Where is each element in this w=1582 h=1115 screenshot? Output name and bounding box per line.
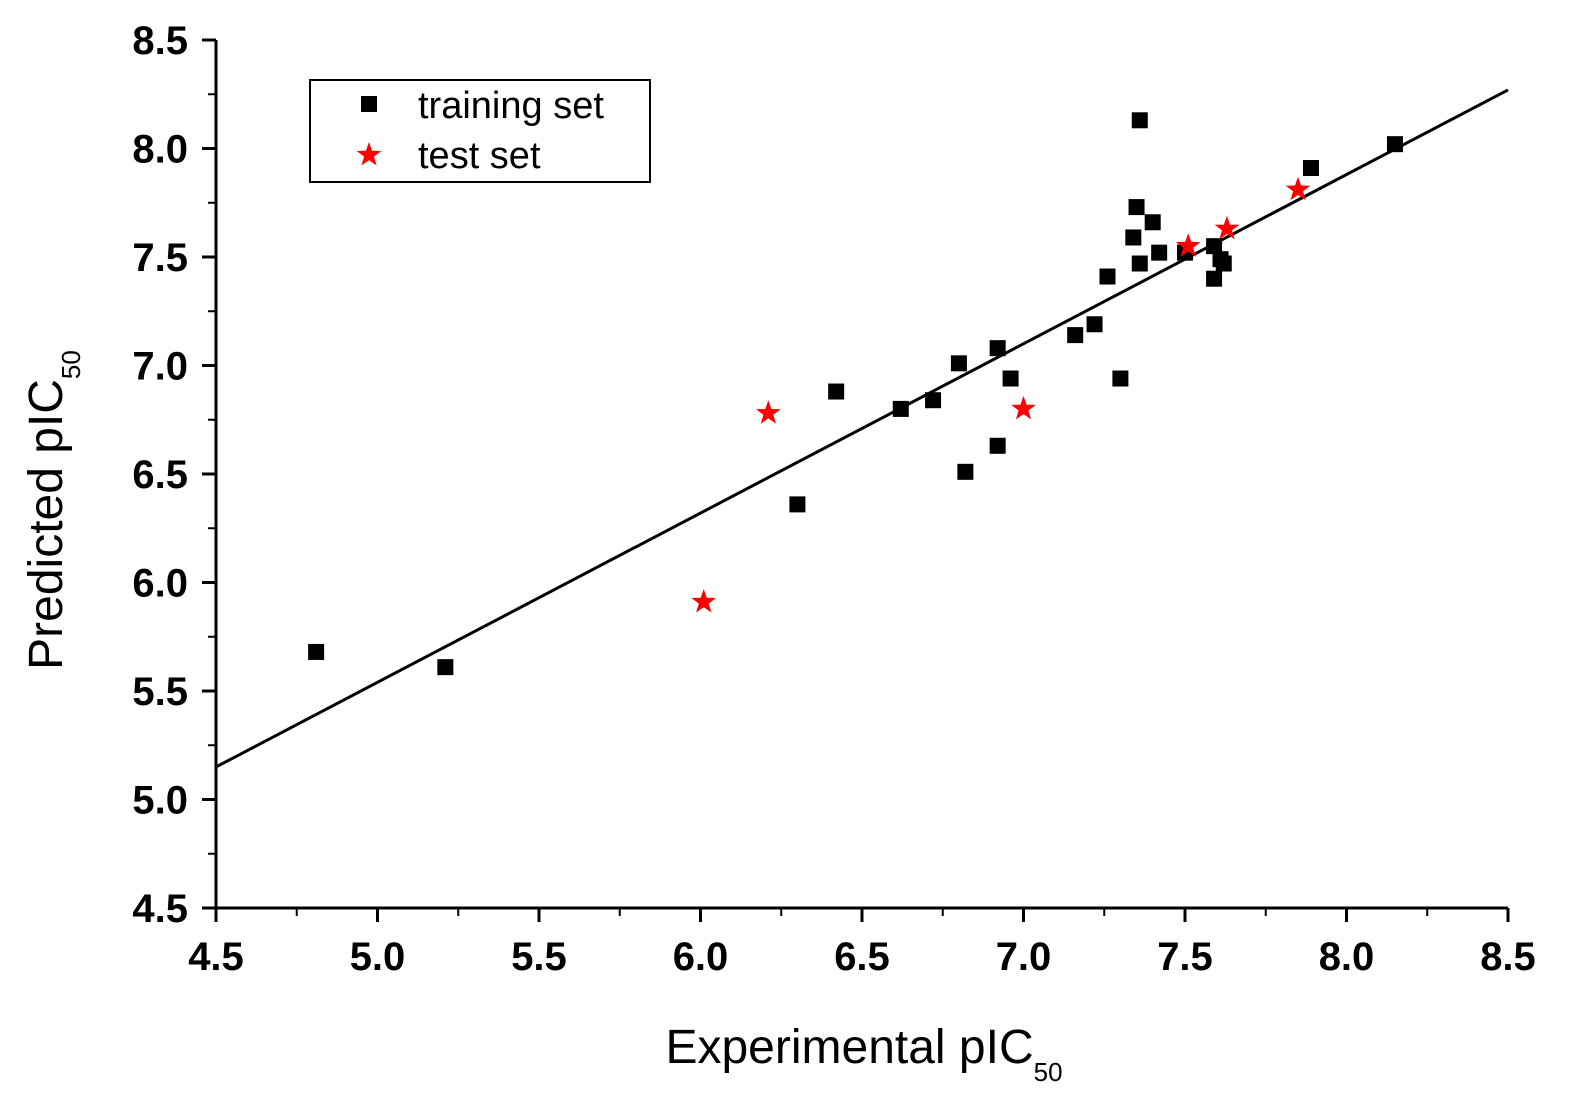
y-tick-label: 7.0 [132, 345, 188, 389]
y-tick-label: 8.0 [132, 128, 188, 172]
training-point [789, 496, 806, 513]
y-tick-label: 6.0 [132, 562, 188, 606]
test-point [1011, 395, 1036, 420]
x-axis-title: Experimental pIC50 [665, 1021, 1062, 1087]
training-point [1128, 199, 1145, 216]
y-tick-label: 6.5 [132, 453, 188, 497]
training-point [1144, 214, 1161, 231]
y-tick-label: 7.5 [132, 236, 188, 280]
training-point [828, 383, 845, 400]
x-tick-label: 6.5 [834, 935, 890, 979]
training-point [1112, 370, 1129, 387]
test-point [1214, 215, 1240, 240]
training-point [925, 392, 942, 409]
training-point [1086, 316, 1103, 333]
x-tick-label: 6.0 [673, 935, 729, 979]
x-tick-label: 8.5 [1480, 935, 1536, 979]
training-point [950, 355, 967, 372]
legend-test-label: test set [418, 135, 541, 177]
y-tick-label: 8.5 [132, 19, 188, 63]
regression-line-group [215, 88, 1509, 769]
data-points [308, 112, 1403, 676]
training-point [1215, 255, 1232, 272]
regression-line [215, 88, 1509, 769]
training-point [1206, 270, 1223, 287]
test-point [1175, 233, 1201, 257]
training-point [1125, 229, 1142, 246]
test-point [756, 400, 781, 424]
legend-test-marker [356, 142, 382, 166]
training-point [1206, 238, 1223, 255]
training-point [957, 463, 974, 480]
training-point [1131, 255, 1148, 272]
training-point [1099, 268, 1116, 285]
training-point [1002, 370, 1019, 387]
training-point [1151, 244, 1168, 261]
y-axis-ticks: 4.5 5.0 5.5 6.0 6.5 7.0 7.5 8.0 8.5 [132, 19, 216, 931]
legend: training set test set [309, 79, 651, 183]
training-point [892, 400, 909, 417]
x-tick-label: 4.5 [188, 935, 244, 979]
x-tick-label: 5.5 [511, 935, 567, 979]
x-tick-label: 7.0 [996, 935, 1052, 979]
training-point [437, 659, 454, 676]
training-point [989, 437, 1006, 454]
x-tick-label: 5.0 [350, 935, 406, 979]
y-axis-title: Predicted pIC50 [20, 350, 86, 670]
training-point [308, 643, 325, 660]
test-point [691, 589, 717, 613]
x-tick-label: 7.5 [1157, 935, 1213, 979]
training-point [989, 340, 1006, 357]
training-point [1067, 327, 1084, 344]
training-point [1386, 136, 1403, 153]
y-tick-label: 4.5 [132, 887, 188, 931]
x-tick-label: 8.0 [1319, 935, 1375, 979]
y-tick-label: 5.5 [132, 670, 188, 714]
x-axis-ticks: 4.5 5.0 5.5 6.0 6.5 7.0 7.5 8.0 8.5 [188, 908, 1536, 979]
legend-training-label: training set [418, 85, 604, 127]
test-point [1285, 176, 1311, 201]
legend-training-marker [361, 96, 377, 112]
y-tick-label: 5.0 [132, 779, 188, 823]
training-point [1302, 160, 1319, 177]
training-point [1131, 112, 1148, 129]
